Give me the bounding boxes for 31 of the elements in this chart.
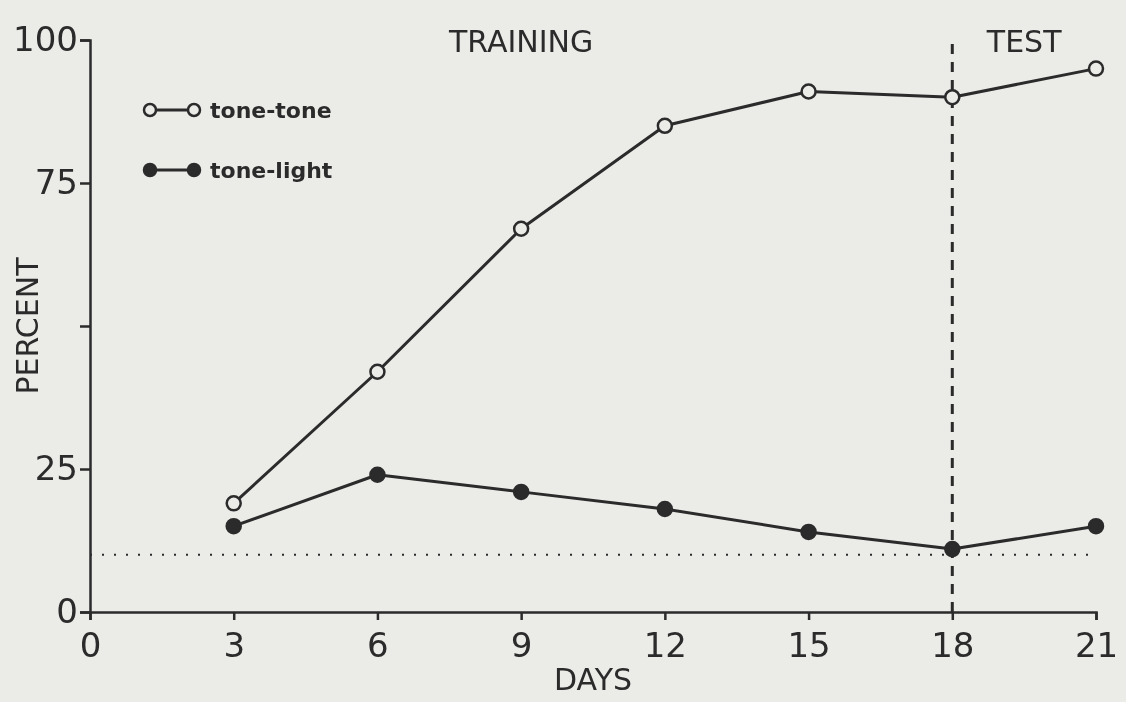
x-tick-label: 18 xyxy=(931,624,975,665)
point xyxy=(512,483,530,501)
x-tick-label: 15 xyxy=(787,624,831,665)
x-tick-label: 21 xyxy=(1074,624,1119,665)
point xyxy=(800,523,817,541)
x-tick-label: 9 xyxy=(510,624,533,665)
point xyxy=(369,363,386,381)
y-tick-label: 25 xyxy=(34,448,78,489)
point xyxy=(656,117,674,135)
point xyxy=(944,88,961,106)
point xyxy=(944,540,961,558)
point xyxy=(369,466,386,483)
point xyxy=(1087,517,1105,535)
point xyxy=(225,495,242,512)
point xyxy=(656,500,674,518)
y-axis-title: PERCENT xyxy=(10,256,45,395)
annotation: TEST xyxy=(985,24,1063,59)
point xyxy=(1087,60,1105,77)
y-tick-label: 75 xyxy=(34,162,78,203)
legend-label: tone-light xyxy=(210,157,333,183)
x-tick-label: 3 xyxy=(223,624,246,665)
point xyxy=(800,83,817,100)
x-tick-label: 6 xyxy=(367,624,389,665)
legend-label: tone-tone xyxy=(210,97,332,123)
annotation: TRAINING xyxy=(447,24,594,59)
point xyxy=(225,517,242,535)
y-tick-label: 0 xyxy=(56,591,78,632)
y-tick-label: 100 xyxy=(13,19,78,60)
x-tick-label: 12 xyxy=(643,624,687,665)
point xyxy=(512,220,530,238)
x-axis-title: DAYS xyxy=(553,662,633,697)
